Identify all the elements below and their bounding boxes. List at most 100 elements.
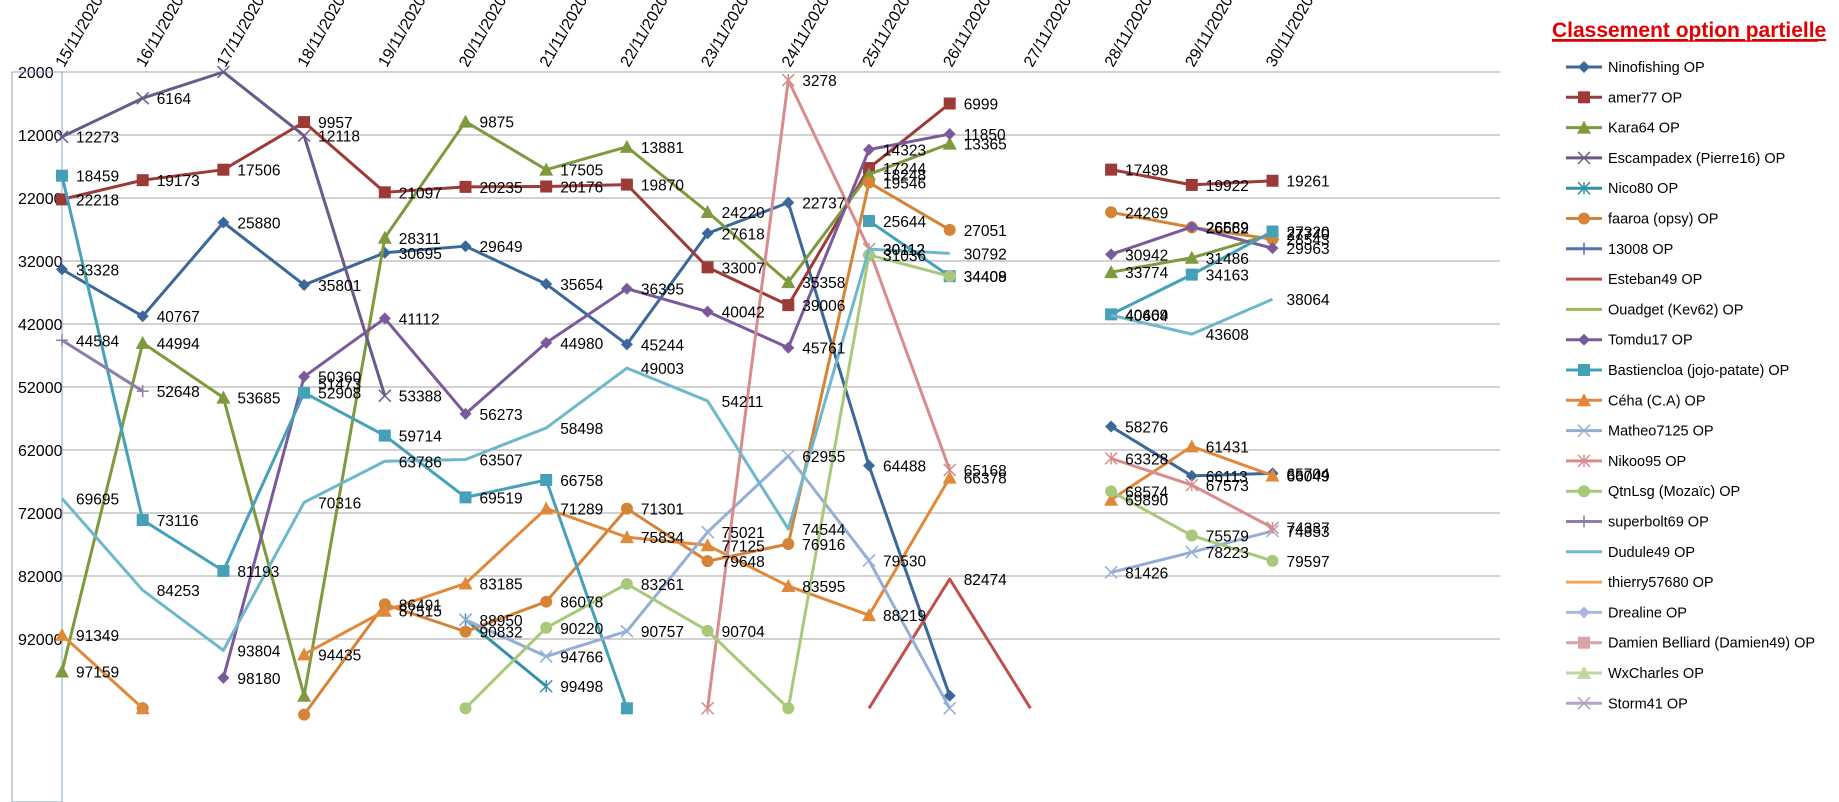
data-label: 18248 [883,167,926,184]
data-label: 33774 [1125,265,1168,282]
data-label: 82474 [964,572,1007,589]
data-label: 52908 [318,386,361,403]
series-path [60,120,951,698]
data-label: 74337 [1287,521,1330,538]
circle-marker [1578,212,1590,225]
series-path [464,454,952,710]
data-label: 30112 [883,242,925,259]
triangle-marker [1577,666,1591,679]
square-marker [1185,268,1198,281]
data-label: 27051 [964,223,1007,240]
data-label: 12273 [76,130,119,147]
triangle-marker [862,608,876,622]
circle-marker [620,502,633,515]
x-marker [55,130,69,144]
x-tick-label: 20/11/2020 [456,0,510,70]
x-marker [701,525,715,539]
data-label: 94766 [560,649,603,666]
asterisk-marker [781,73,795,87]
triangle-marker [297,688,312,702]
triangle-marker [862,167,876,181]
series-line [60,247,1274,652]
x-tick-label: 15/11/2020 [53,0,107,70]
data-label: 50360 [318,370,361,387]
diamond-marker [459,240,472,253]
triangle-marker [781,275,796,289]
data-label: 74853 [1287,524,1330,541]
data-label: 31486 [1206,251,1249,268]
asterisk-marker [539,679,553,693]
circle-marker [298,708,311,721]
series-line [56,169,1279,715]
data-label: 36395 [641,282,684,299]
data-label: 17498 [1125,163,1168,180]
data-label: 69890 [1125,493,1168,510]
data-label: 27320 [1287,225,1330,242]
triangle-marker [619,139,634,153]
square-marker [136,514,149,527]
legend-entry: Storm41 OP [1608,696,1688,712]
x-tick-label: 23/11/2020 [698,0,752,70]
x-marker [1104,565,1118,579]
circle-marker [943,223,956,236]
data-label: 41112 [399,311,440,328]
triangle-marker [619,530,634,544]
data-label: 24220 [722,205,765,222]
x-marker [1577,696,1591,710]
data-label: 40767 [157,309,200,326]
square-marker [136,174,149,187]
data-label: 98180 [237,671,280,688]
data-label: 65168 [964,463,1007,480]
plus-marker [1578,242,1590,255]
data-label: 91349 [76,628,119,645]
y-tick-label: 72000 [18,506,63,523]
data-label: 44980 [560,336,603,353]
data-label: 51473 [318,377,361,394]
data-label: 29649 [480,239,523,256]
triangle-marker [458,576,473,590]
data-label: 84253 [157,583,200,600]
square-marker [56,169,68,182]
plus-marker [56,334,68,347]
data-label: 58498 [560,421,603,438]
legend-entry: Tomdu17 OP [1608,333,1693,349]
data-label: 11850 [964,127,1006,144]
y-tick-label: 42000 [18,317,63,334]
legend: Classement option partielle Ninofishing O… [1552,19,1826,712]
data-label: 22218 [76,192,119,209]
asterisk-marker [1265,521,1280,535]
series-path [867,577,1032,710]
gridlines [62,71,1500,640]
triangle-marker [297,647,312,661]
diamond-marker [217,671,230,684]
data-label: 24269 [1125,205,1168,222]
data-label: 78223 [1206,545,1249,562]
data-label: 93804 [237,643,280,660]
x-marker [1185,545,1199,559]
triangle-marker [539,501,554,515]
data-label: 90704 [722,624,765,641]
data-label: 90220 [560,621,603,638]
data-label: 13365 [964,137,1007,154]
data-label: 20176 [560,180,603,197]
y-tick-label: 2000 [18,65,54,82]
x-tick-label: 22/11/2020 [618,0,672,70]
series-line [55,114,1280,702]
data-label: 25880 [237,215,280,232]
data-label: 62955 [802,449,845,466]
data-label: 14323 [883,143,926,160]
data-label: 74544 [802,522,845,539]
legend-entry: faaroa (opsy) OP [1608,212,1718,228]
series-path [1110,297,1274,336]
data-label: 86078 [560,595,603,612]
circle-marker [701,555,714,568]
diamond-marker [298,370,311,383]
data-label: 21097 [399,185,442,202]
data-label: 77125 [722,538,765,555]
data-label: 70316 [318,495,361,512]
data-label: 25644 [883,214,926,231]
data-label: 17505 [560,163,603,180]
data-label: 3278 [802,73,836,90]
circle-marker [1105,206,1118,219]
square-marker [620,178,633,191]
